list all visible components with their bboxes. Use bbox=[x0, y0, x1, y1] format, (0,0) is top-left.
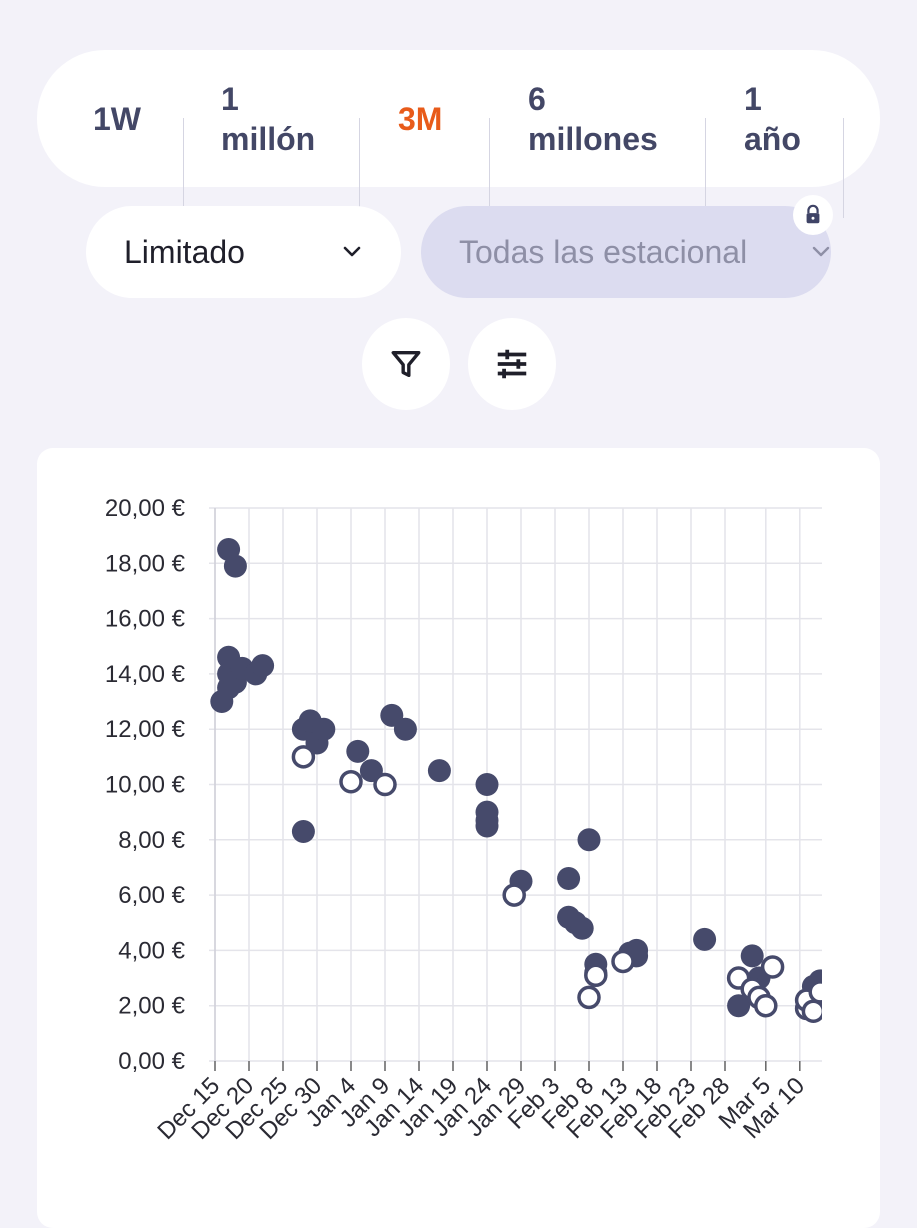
filled-data-point[interactable] bbox=[251, 654, 275, 678]
tab-divider bbox=[843, 118, 844, 218]
hollow-data-point[interactable] bbox=[611, 949, 635, 974]
sliders-icon bbox=[497, 349, 527, 379]
chevron-down-icon bbox=[812, 246, 830, 257]
filled-data-point[interactable] bbox=[727, 994, 751, 1018]
filled-data-point[interactable] bbox=[557, 867, 581, 891]
chart-card: 0,00 € 2,00 € 4,00 € 6,00 € 8,00 € 10,00 € 12,… bbox=[37, 448, 880, 1228]
filled-data-point[interactable] bbox=[427, 759, 451, 783]
hollow-data-point[interactable] bbox=[754, 993, 778, 1018]
filter-button[interactable] bbox=[362, 318, 450, 410]
tab-1-ano[interactable]: 1 año bbox=[744, 50, 801, 187]
y-tick-label: 10,00 € bbox=[105, 772, 186, 799]
y-tick-label: 6,00 € bbox=[118, 882, 185, 909]
hollow-data-point[interactable] bbox=[502, 883, 526, 907]
points-layer bbox=[210, 537, 830, 1023]
tab-1w[interactable]: 1W bbox=[93, 50, 141, 187]
hollow-data-point[interactable] bbox=[577, 985, 601, 1010]
tab-divider bbox=[705, 118, 706, 218]
hollow-data-point[interactable] bbox=[373, 772, 397, 797]
tab-1-millon[interactable]: 1 millón bbox=[221, 50, 315, 187]
hollow-data-point[interactable] bbox=[808, 980, 830, 1004]
scope-dropdown-value: Limitado bbox=[124, 233, 245, 270]
y-tick-label: 4,00 € bbox=[118, 937, 185, 964]
tab-6-millones-line-1: 6 bbox=[528, 80, 546, 117]
season-dropdown-value: Todas las estacional bbox=[459, 233, 748, 270]
tab-divider bbox=[183, 118, 184, 218]
tab-3m-label: 3M bbox=[398, 100, 443, 137]
hollow-data-point[interactable] bbox=[801, 999, 823, 1023]
settings-button[interactable] bbox=[468, 318, 556, 410]
tab-1-millon-line-1: 1 bbox=[221, 80, 239, 117]
tab-1-ano-line-1: 1 bbox=[744, 80, 762, 117]
tab-divider bbox=[359, 118, 360, 218]
y-tick-label: 12,00 € bbox=[105, 716, 186, 743]
y-tick-label: 14,00 € bbox=[105, 661, 186, 688]
lock-icon bbox=[793, 195, 833, 235]
tab-1-millon-line-2: millón bbox=[221, 120, 316, 157]
filled-data-point[interactable] bbox=[346, 739, 370, 763]
hollow-data-point[interactable] bbox=[584, 963, 608, 988]
filled-data-point[interactable] bbox=[693, 927, 717, 951]
tab-1w-label: 1W bbox=[93, 100, 141, 137]
hollow-data-point[interactable] bbox=[291, 745, 316, 769]
filled-data-point[interactable] bbox=[475, 808, 499, 832]
filled-data-point[interactable] bbox=[577, 828, 601, 852]
tab-6-millones[interactable]: 6 millones bbox=[528, 50, 658, 187]
filled-data-point[interactable] bbox=[570, 916, 594, 940]
filled-data-point[interactable] bbox=[393, 717, 417, 741]
tab-divider bbox=[489, 118, 490, 218]
hollow-data-point[interactable] bbox=[339, 769, 363, 794]
scope-dropdown[interactable]: Limitado bbox=[86, 206, 401, 298]
filled-data-point[interactable] bbox=[475, 773, 499, 796]
chevron-down-icon bbox=[343, 246, 361, 257]
tab-6-millones-line-2: millones bbox=[528, 120, 658, 157]
hollow-data-point[interactable] bbox=[760, 955, 785, 979]
filled-data-point[interactable] bbox=[223, 554, 247, 578]
tab-3m[interactable]: 3M bbox=[398, 50, 442, 187]
y-tick-label: 20,00 € bbox=[105, 495, 186, 522]
y-tick-label: 8,00 € bbox=[118, 827, 185, 854]
y-tick-label: 0,00 € bbox=[118, 1048, 185, 1075]
y-tick-label: 2,00 € bbox=[118, 993, 185, 1020]
price-scatter-chart: 0,00 € 2,00 € 4,00 € 6,00 € 8,00 € 10,00 € 12,… bbox=[105, 495, 830, 1145]
filled-data-point[interactable] bbox=[291, 820, 315, 844]
filled-data-point[interactable] bbox=[312, 717, 336, 741]
season-dropdown[interactable]: Todas las estacional bbox=[421, 206, 831, 298]
filter-funnel-icon bbox=[391, 350, 421, 378]
y-tick-label: 18,00 € bbox=[105, 550, 186, 577]
filled-data-point[interactable] bbox=[740, 944, 764, 968]
tab-1-ano-line-2: año bbox=[744, 120, 801, 157]
y-tick-label: 16,00 € bbox=[105, 606, 186, 633]
range-tabs: 1W 1 millón 3M 6 millones 1 año bbox=[37, 50, 880, 218]
